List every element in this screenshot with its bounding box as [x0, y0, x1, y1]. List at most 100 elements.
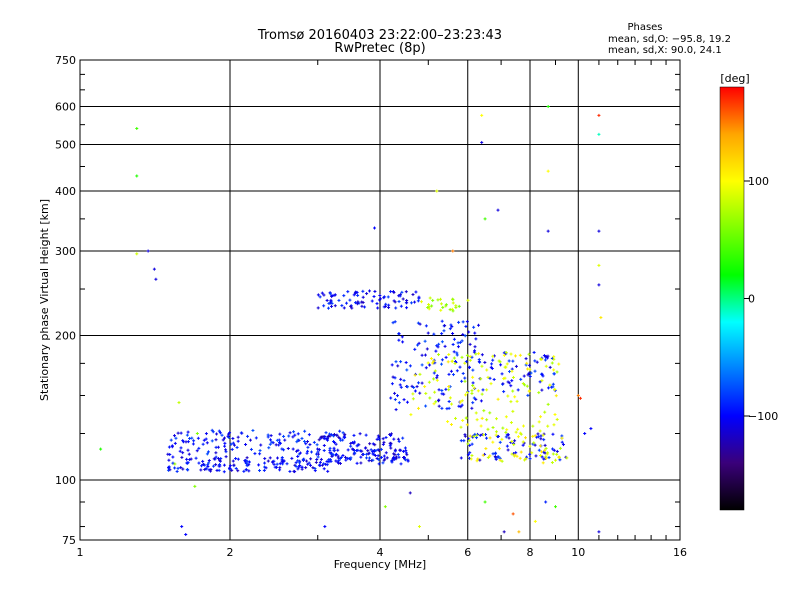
data-point	[565, 456, 569, 460]
data-point	[367, 451, 371, 455]
data-point	[544, 364, 548, 368]
data-point	[283, 438, 287, 442]
data-point	[330, 454, 334, 458]
data-point	[475, 459, 479, 463]
data-point	[306, 440, 310, 444]
data-point	[217, 464, 221, 468]
data-point	[291, 435, 295, 439]
data-point	[297, 465, 301, 469]
data-point	[278, 462, 282, 466]
data-point	[399, 304, 403, 308]
data-point	[470, 389, 474, 393]
data-point	[468, 358, 472, 362]
data-point	[346, 290, 350, 294]
data-point	[453, 361, 457, 365]
data-point	[330, 294, 334, 298]
data-point	[230, 468, 234, 472]
data-point	[423, 339, 427, 343]
data-point	[472, 325, 476, 329]
data-point	[500, 372, 504, 376]
data-point	[235, 445, 239, 449]
data-point	[511, 512, 515, 516]
data-point	[352, 293, 356, 297]
data-point	[554, 394, 558, 398]
data-point	[350, 447, 354, 451]
data-point	[363, 305, 367, 309]
data-point	[450, 325, 454, 329]
data-point	[135, 252, 139, 256]
data-point	[546, 402, 550, 406]
data-point	[479, 424, 483, 428]
data-point	[373, 443, 377, 447]
data-point	[449, 369, 453, 373]
data-point	[468, 342, 472, 346]
data-point	[365, 292, 369, 296]
data-point	[502, 530, 506, 534]
data-point	[379, 455, 383, 459]
data-point	[462, 439, 466, 443]
data-point	[458, 400, 462, 404]
data-point	[185, 467, 189, 471]
data-point	[467, 437, 471, 441]
data-point	[494, 457, 498, 461]
data-point	[135, 126, 139, 130]
data-point	[397, 338, 401, 342]
data-point	[262, 468, 266, 472]
data-point	[473, 331, 477, 335]
data-point	[388, 432, 392, 436]
data-point	[266, 435, 270, 439]
data-point	[338, 429, 342, 433]
data-point	[481, 388, 485, 392]
data-point	[197, 446, 201, 450]
data-point	[320, 291, 324, 295]
data-point	[480, 113, 484, 117]
data-point	[313, 467, 317, 471]
data-point	[274, 443, 278, 447]
data-point	[513, 453, 517, 457]
data-point	[558, 458, 562, 462]
data-point	[543, 451, 547, 455]
data-point	[480, 353, 484, 357]
data-point	[516, 427, 520, 431]
colorbar	[719, 86, 745, 511]
data-point	[546, 169, 550, 173]
data-point	[451, 309, 455, 313]
data-point	[540, 388, 544, 392]
data-point	[444, 355, 448, 359]
data-point	[383, 457, 387, 461]
data-point	[440, 406, 444, 410]
data-point	[463, 334, 467, 338]
data-point	[304, 442, 308, 446]
data-point	[257, 463, 261, 467]
data-point	[552, 355, 556, 359]
data-point	[328, 448, 332, 452]
data-point	[323, 434, 327, 438]
data-point	[472, 386, 476, 390]
data-point	[204, 467, 208, 471]
data-point	[323, 525, 327, 529]
data-point	[325, 298, 329, 302]
data-point	[479, 399, 483, 403]
data-point	[558, 446, 562, 450]
data-point	[212, 457, 216, 461]
data-point	[413, 300, 417, 304]
data-point	[457, 404, 461, 408]
data-point	[473, 349, 477, 353]
data-point	[272, 459, 276, 463]
data-point	[412, 385, 416, 389]
data-point	[444, 304, 448, 308]
data-point	[531, 424, 535, 428]
data-point	[212, 464, 216, 468]
data-point	[430, 304, 434, 308]
data-point	[448, 396, 452, 400]
data-point	[330, 301, 334, 305]
y-tick-label: 600	[55, 101, 76, 114]
data-point	[302, 439, 306, 443]
data-point	[231, 441, 235, 445]
data-point	[447, 388, 451, 392]
data-point	[329, 298, 333, 302]
data-point	[491, 358, 495, 362]
data-point	[278, 432, 282, 436]
data-point	[402, 398, 406, 402]
data-point	[523, 383, 527, 387]
